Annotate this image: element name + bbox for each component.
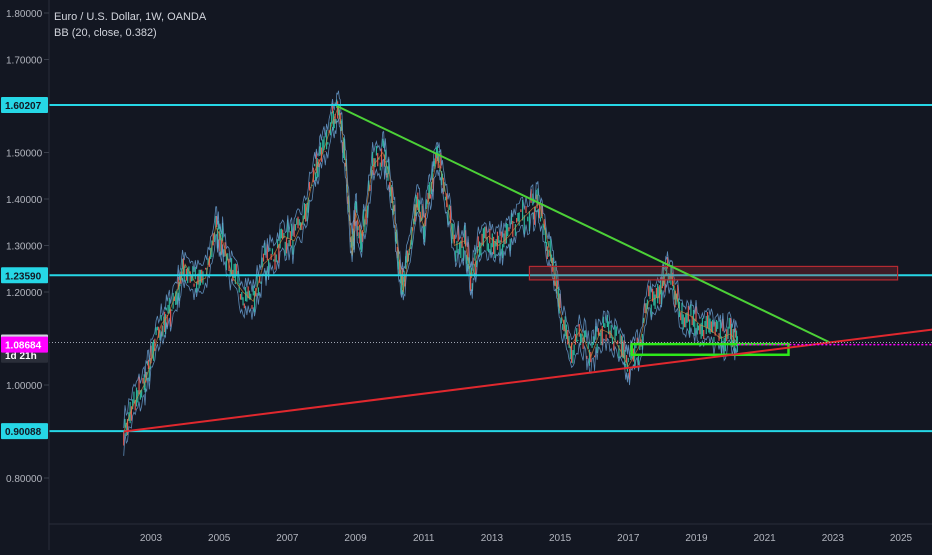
- bollinger-upper-band: [123, 90, 738, 429]
- price-axis[interactable]: 1.80000 1.70000 1.50000 1.40000 1.30000 1.200…: [6, 9, 49, 485]
- magenta-price-tag-bg: [1, 336, 48, 353]
- x-tick-label: 2007: [276, 533, 299, 544]
- x-tick-label: 2003: [140, 533, 163, 544]
- level-price-tag: 0.90088: [5, 427, 42, 438]
- indicator-legend[interactable]: BB (20, close, 0.382): [54, 27, 157, 39]
- x-tick-label: 2015: [549, 533, 572, 544]
- level-price-tag-bg: [1, 267, 48, 284]
- x-tick-label: 2005: [208, 533, 231, 544]
- y-tick-label: 1.50000: [6, 149, 43, 160]
- x-tick-label: 2017: [617, 533, 640, 544]
- level-price-tag-bg: [1, 97, 48, 114]
- drawing-layer: [49, 104, 932, 433]
- symbol-title[interactable]: Euro / U.S. Dollar, 1W, OANDA: [54, 11, 207, 23]
- y-tick-label: 1.40000: [6, 195, 43, 206]
- x-tick-label: 2011: [413, 533, 435, 544]
- y-tick-label: 1.30000: [6, 242, 43, 253]
- x-tick-label: 2019: [685, 533, 708, 544]
- support-zone: [630, 342, 790, 357]
- x-tick-label: 2021: [754, 533, 777, 544]
- y-tick-label: 1.80000: [6, 9, 43, 20]
- y-tick-label: 1.00000: [6, 381, 43, 392]
- green-trendline: [336, 105, 830, 344]
- y-tick-label: 1.70000: [6, 56, 43, 67]
- red-trendline: [123, 328, 932, 433]
- bollinger-lower-band: [123, 118, 738, 456]
- level-price-tag: 1.23590: [5, 271, 42, 282]
- y-tick-label: 0.80000: [6, 474, 43, 485]
- level-price-tag: 1.60207: [5, 101, 42, 112]
- bollinger-basis: [123, 105, 738, 432]
- x-tick-label: 2023: [822, 533, 845, 544]
- resistance-zone: [528, 265, 899, 281]
- x-tick-label: 2009: [344, 533, 367, 544]
- level-price-tag-bg: [1, 423, 48, 440]
- magenta-price-tag: 1.08684: [5, 341, 42, 352]
- x-tick-label: 2013: [481, 533, 504, 544]
- countdown-tag: 1d 21h: [5, 351, 37, 362]
- y-tick-label: 1.20000: [6, 288, 43, 299]
- time-axis[interactable]: 2003 2005 2007 2009 2011 2013 2015 2017 2019 2021…: [140, 533, 913, 544]
- x-tick-label: 2025: [890, 533, 913, 544]
